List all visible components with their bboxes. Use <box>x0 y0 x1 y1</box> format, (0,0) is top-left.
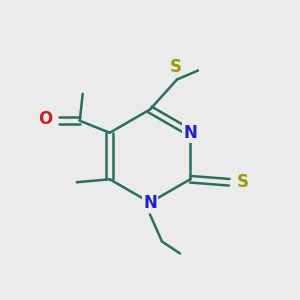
Text: N: N <box>183 124 197 142</box>
Text: S: S <box>237 173 249 191</box>
Text: N: N <box>143 194 157 211</box>
Text: O: O <box>38 110 53 128</box>
Text: S: S <box>169 58 181 76</box>
